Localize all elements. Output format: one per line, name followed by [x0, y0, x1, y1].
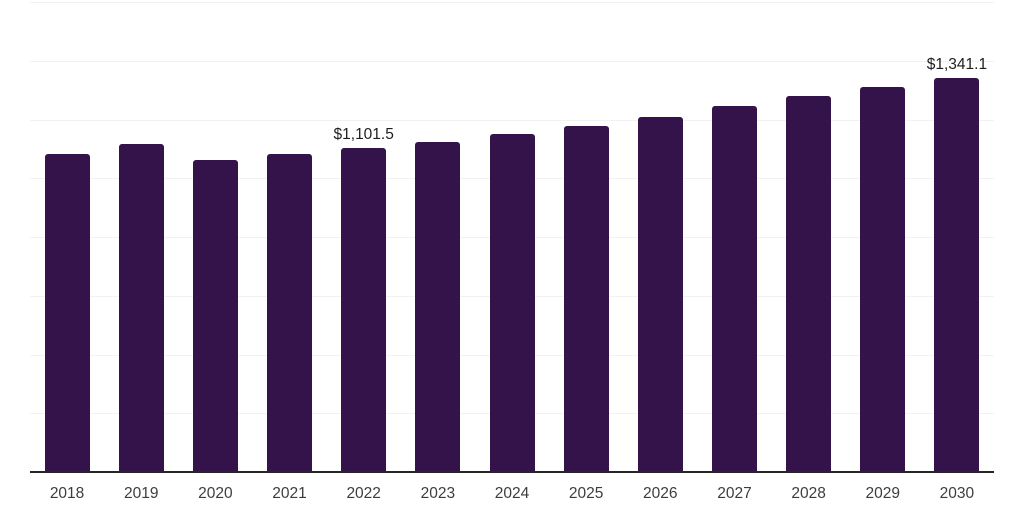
- data-label-2022: $1,101.5: [333, 126, 394, 144]
- x-tick-label-2030: 2030: [939, 485, 975, 502]
- x-axis-line: [30, 470, 994, 473]
- bar-2028: [786, 95, 832, 472]
- bar-2030: [934, 78, 980, 472]
- bar-2026: [637, 116, 683, 472]
- x-tick-label-2019: 2019: [123, 485, 159, 502]
- bar-2018: [44, 154, 90, 472]
- bar-2025: [563, 125, 609, 472]
- x-tick-label-2028: 2028: [791, 485, 826, 502]
- x-tick-label-2025: 2025: [568, 485, 604, 502]
- x-tick-label-2020: 2020: [198, 485, 233, 502]
- gridline-1600: [30, 2, 994, 3]
- gridline-1200: [30, 119, 994, 121]
- bar-2019: [118, 144, 164, 472]
- x-tick-label-2021: 2021: [272, 485, 307, 502]
- bar-2029: [860, 86, 906, 472]
- x-tick-label-2026: 2026: [643, 485, 678, 502]
- bar-2024: [489, 134, 535, 472]
- x-tick-label-2018: 2018: [49, 485, 85, 502]
- x-tick-label-2024: 2024: [494, 485, 530, 502]
- gridline-1400: [30, 60, 994, 62]
- bar-2020: [192, 159, 238, 472]
- bar-2027: [711, 106, 757, 472]
- data-label-2030: $1,341.1: [926, 56, 988, 74]
- x-tick-label-2029: 2029: [865, 485, 900, 502]
- bar-2022: [341, 148, 387, 472]
- bar-2023: [415, 142, 461, 472]
- bar-2021: [267, 154, 313, 472]
- x-tick-label-2022: 2022: [346, 485, 381, 502]
- x-tick-label-2027: 2027: [717, 485, 752, 502]
- x-tick-label-2023: 2023: [420, 485, 456, 502]
